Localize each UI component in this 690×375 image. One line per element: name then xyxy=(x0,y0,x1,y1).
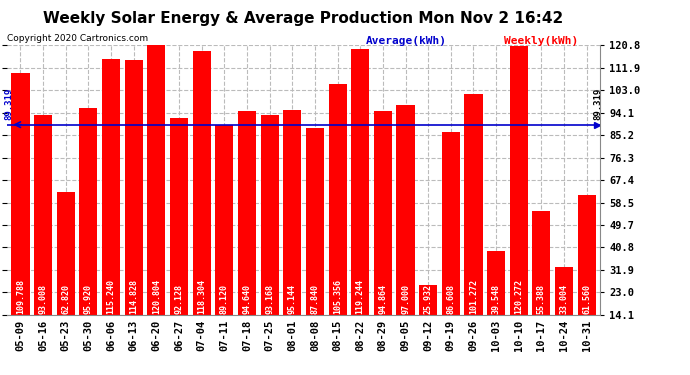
Text: Weekly Solar Energy & Average Production Mon Nov 2 16:42: Weekly Solar Energy & Average Production… xyxy=(43,11,564,26)
Text: 55.388: 55.388 xyxy=(537,284,546,314)
Text: Weekly(kWh): Weekly(kWh) xyxy=(504,36,578,46)
Bar xyxy=(374,111,392,315)
Text: 89.120: 89.120 xyxy=(220,284,229,314)
Text: 89.319: 89.319 xyxy=(5,87,14,120)
Bar xyxy=(34,116,52,315)
Text: 97.000: 97.000 xyxy=(401,284,410,314)
Text: 94.640: 94.640 xyxy=(242,284,251,314)
Text: 93.168: 93.168 xyxy=(265,284,274,314)
Bar xyxy=(148,45,166,315)
Bar xyxy=(170,117,188,315)
Text: 61.560: 61.560 xyxy=(582,284,591,314)
Text: 114.828: 114.828 xyxy=(129,279,138,314)
Text: 95.144: 95.144 xyxy=(288,284,297,314)
Text: 115.240: 115.240 xyxy=(106,279,116,314)
Text: 87.840: 87.840 xyxy=(310,284,319,314)
Bar xyxy=(57,192,75,315)
Text: 92.128: 92.128 xyxy=(175,284,184,314)
Bar xyxy=(125,60,143,315)
Bar xyxy=(578,195,595,315)
Text: 119.244: 119.244 xyxy=(356,279,365,314)
Bar xyxy=(328,84,346,315)
Text: 86.608: 86.608 xyxy=(446,284,455,314)
Bar xyxy=(12,73,30,315)
Text: Copyright 2020 Cartronics.com: Copyright 2020 Cartronics.com xyxy=(7,34,148,43)
Text: 89.319: 89.319 xyxy=(593,87,602,120)
Bar xyxy=(261,115,279,315)
Bar xyxy=(464,94,482,315)
Text: 95.920: 95.920 xyxy=(84,284,93,314)
Bar xyxy=(306,128,324,315)
Bar xyxy=(533,210,551,315)
Text: 39.548: 39.548 xyxy=(491,284,501,314)
Bar xyxy=(397,105,415,315)
Bar xyxy=(510,46,528,315)
Bar xyxy=(193,51,210,315)
Text: 93.008: 93.008 xyxy=(39,284,48,314)
Text: Average(kWh): Average(kWh) xyxy=(366,36,446,46)
Bar xyxy=(351,49,369,315)
Text: 94.864: 94.864 xyxy=(378,284,387,314)
Bar xyxy=(283,110,302,315)
Bar xyxy=(419,285,437,315)
Text: 120.272: 120.272 xyxy=(514,279,523,314)
Text: 120.804: 120.804 xyxy=(152,279,161,314)
Text: 33.004: 33.004 xyxy=(560,284,569,314)
Text: 105.356: 105.356 xyxy=(333,279,342,314)
Bar xyxy=(442,132,460,315)
Text: 62.820: 62.820 xyxy=(61,284,70,314)
Text: 118.304: 118.304 xyxy=(197,279,206,314)
Text: 25.932: 25.932 xyxy=(424,284,433,314)
Bar xyxy=(215,125,233,315)
Bar xyxy=(487,251,505,315)
Bar xyxy=(555,267,573,315)
Bar xyxy=(238,111,256,315)
Bar xyxy=(79,108,97,315)
Text: 101.272: 101.272 xyxy=(469,279,478,314)
Bar xyxy=(102,59,120,315)
Text: 109.788: 109.788 xyxy=(16,279,25,314)
